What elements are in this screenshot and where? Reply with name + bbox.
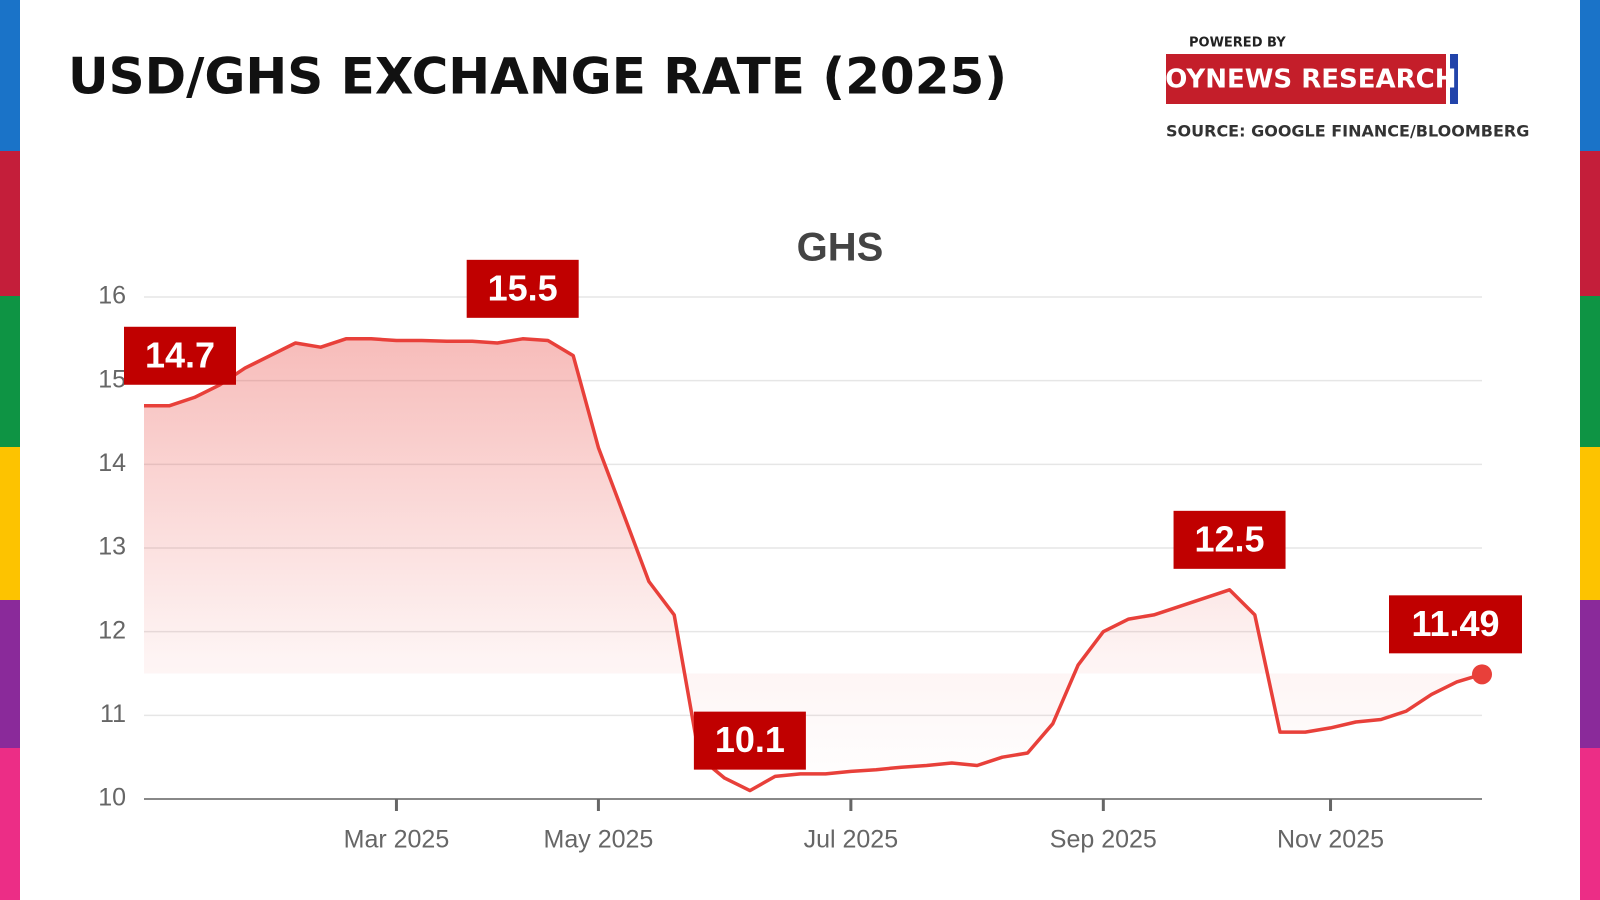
x-tick-label: Sep 2025: [1050, 826, 1157, 854]
x-tick-label: Jul 2025: [804, 826, 899, 854]
value-label: 14.7: [145, 334, 215, 375]
area: [144, 338, 1482, 791]
y-tick-label: 12: [98, 616, 126, 644]
value-label: 11.49: [1411, 603, 1499, 644]
end-point: [1472, 664, 1492, 685]
x-tick-label: May 2025: [544, 826, 654, 854]
value-label: 10.1: [715, 719, 785, 760]
y-tick-label: 10: [98, 784, 126, 812]
brand-box: [1166, 54, 1446, 104]
line: [144, 337, 1483, 793]
brand: JOYNEWS RESEARCH: [1154, 65, 1457, 95]
y-tick-label: 14: [98, 449, 126, 477]
y-tick-label: 13: [98, 533, 126, 561]
value-label-box: [693, 711, 806, 770]
value-label-box: [124, 326, 236, 385]
y-tick-label: 16: [98, 282, 126, 310]
value-label-box: [1389, 595, 1522, 654]
x-tick-label: Nov 2025: [1277, 826, 1384, 854]
y-tick-label: 15: [98, 365, 126, 393]
source: SOURCE: GOOGLE FINANCE/BLOOMBERG: [1166, 122, 1529, 141]
powered-by: POWERED BY: [1189, 36, 1286, 51]
value-label-box: [466, 259, 579, 318]
y-tick-label: 11: [100, 700, 126, 728]
chart-title: USD/GHS EXCHANGE RATE (2025): [68, 48, 1007, 106]
x-tick-label: Mar 2025: [344, 826, 450, 854]
series-title: GHS: [797, 226, 884, 270]
value-label: 12.5: [1195, 518, 1265, 559]
value-label-box: [1173, 510, 1286, 569]
brand-accent: [1450, 54, 1458, 104]
value-label: 15.5: [488, 267, 558, 308]
